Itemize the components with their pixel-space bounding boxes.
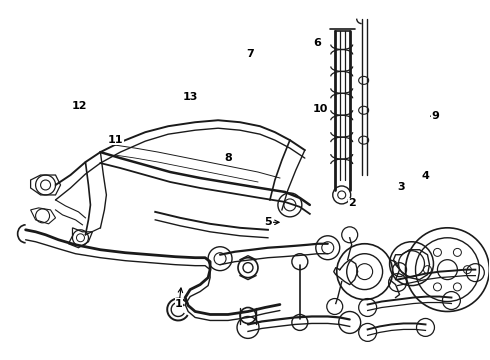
Text: 3: 3 bbox=[397, 182, 405, 192]
Text: 5: 5 bbox=[265, 217, 272, 227]
Text: 8: 8 bbox=[224, 153, 232, 163]
Text: 2: 2 bbox=[348, 198, 356, 208]
Text: 11: 11 bbox=[108, 135, 123, 145]
Text: 4: 4 bbox=[422, 171, 430, 181]
Text: 12: 12 bbox=[72, 102, 88, 112]
Text: 13: 13 bbox=[183, 92, 198, 102]
Text: 10: 10 bbox=[313, 104, 328, 114]
Text: 6: 6 bbox=[314, 38, 321, 48]
Text: 9: 9 bbox=[432, 111, 440, 121]
Text: 1: 1 bbox=[175, 299, 183, 309]
Text: 7: 7 bbox=[246, 49, 254, 59]
